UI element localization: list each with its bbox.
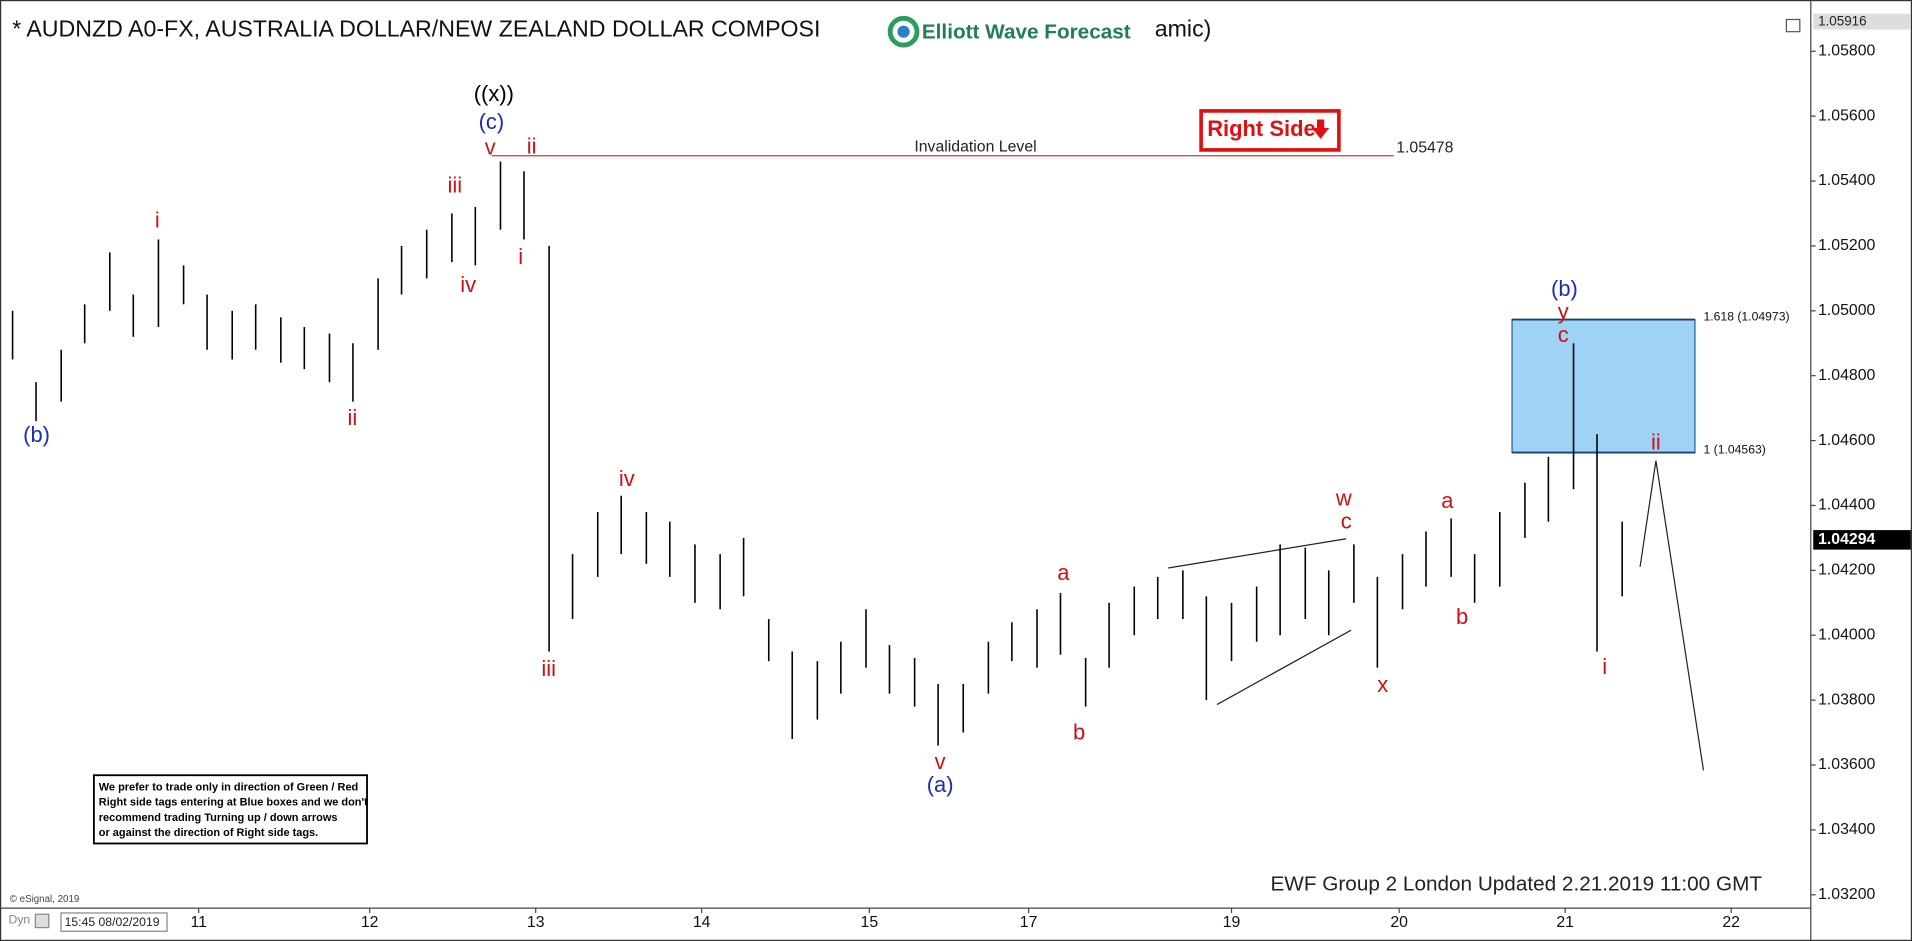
disclaimer-line: We prefer to trade only in direction of … [99, 781, 358, 793]
start-time: 15:45 08/02/2019 [65, 915, 160, 929]
x-tick-label: 12 [361, 914, 379, 931]
x-tick-label: 20 [1390, 914, 1408, 931]
y-tick-label: 1.03400 [1818, 821, 1875, 838]
x-tick-label: 22 [1722, 914, 1740, 931]
high-tag: 1.05916 [1818, 14, 1866, 29]
invalidation-label: Invalidation Level [914, 138, 1036, 155]
right-side-tag: Right Side [1207, 116, 1315, 141]
wave-label: a [1057, 560, 1070, 585]
last-price-box [1813, 530, 1911, 550]
wave-label: ((x)) [474, 81, 514, 106]
y-tick-label: 1.03200 [1818, 886, 1875, 903]
wave-label: v [935, 749, 946, 774]
x-tick-label: 17 [1020, 914, 1038, 931]
x-tick-label: 14 [693, 914, 711, 931]
wave-label: (b) [1551, 276, 1578, 301]
wave-label: ii [527, 133, 537, 158]
wave-label: (b) [23, 422, 50, 447]
y-tick-label: 1.05800 [1818, 42, 1875, 59]
wave-label: c [1341, 509, 1352, 534]
wedge-line [1168, 538, 1347, 569]
wave-label: v [485, 135, 496, 160]
wave-label: b [1456, 604, 1468, 629]
y-tick-label: 1.05000 [1818, 302, 1875, 319]
mode: Dyn [9, 912, 31, 926]
logo [897, 25, 910, 38]
chart-title: * AUDNZD A0-FX, AUSTRALIA DOLLAR/NEW ZEA… [12, 16, 820, 42]
disclaimer-box [92, 774, 368, 845]
time-box [60, 912, 168, 932]
wave-label: b [1073, 720, 1085, 745]
y-tick-label: 1.04400 [1818, 497, 1875, 514]
last-price: 1.04294 [1818, 531, 1875, 548]
x-tick-label: 21 [1556, 914, 1574, 931]
wave-label: iii [541, 656, 556, 681]
invalidation-value: 1.05478 [1396, 140, 1453, 157]
wave-label: ii [348, 405, 358, 430]
wave-label: i [1602, 654, 1607, 679]
x-tick-label: 11 [190, 914, 207, 931]
mode-icon [34, 913, 50, 929]
wave-label: c [1558, 322, 1569, 347]
wave-label: ii [1651, 429, 1661, 454]
disclaimer-line: or against the direction of Right side t… [99, 827, 318, 839]
wave-label: iii [448, 172, 463, 197]
disclaimer-line: Right side tags entering at Blue boxes a… [99, 797, 368, 809]
wave-label: (c) [479, 109, 505, 134]
wave-label: x [1377, 672, 1388, 697]
projection-path [1639, 460, 1705, 771]
x-tick-label: 19 [1223, 914, 1241, 931]
y-tick-label: 1.05200 [1818, 237, 1875, 254]
x-tick-label: 13 [527, 914, 545, 931]
wave-label: y [1558, 299, 1569, 324]
wave-label: (a) [927, 772, 954, 797]
wave-label: a [1441, 488, 1454, 513]
x-tick-label: 15 [861, 914, 879, 931]
y-tick-label: 1.03800 [1818, 691, 1875, 708]
y-tick-label: 1.04800 [1818, 367, 1875, 384]
wave-label: iv [619, 466, 635, 491]
footer: EWF Group 2 London Updated 2.21.2019 11:… [1270, 872, 1762, 895]
high-tag-box [1813, 13, 1911, 30]
fib-box [1511, 318, 1696, 454]
chart-title-tail: amic) [1155, 16, 1212, 42]
wave-label: w [1335, 486, 1352, 511]
logo [887, 15, 920, 48]
y-tick-label: 1.03600 [1818, 756, 1875, 773]
disclaimer-line: recommend trading Turning up / down arro… [99, 812, 338, 824]
y-tick-label: 1.05400 [1818, 172, 1875, 189]
fib-label: 1 (1.04563) [1703, 442, 1765, 456]
y-tick-label: 1.04000 [1818, 626, 1875, 643]
logo-text: Elliott Wave Forecast [922, 20, 1131, 43]
wave-label: i [155, 208, 160, 233]
y-tick-label: 1.04600 [1818, 432, 1875, 449]
window-icon [1785, 18, 1801, 33]
wave-label: iv [460, 272, 476, 297]
fib-label: 1.618 (1.04973) [1703, 309, 1789, 323]
copyright: © eSignal, 2019 [10, 894, 80, 905]
y-tick-label: 1.05600 [1818, 107, 1875, 124]
wedge-line [1216, 629, 1352, 706]
right-side-arrow [1312, 119, 1330, 139]
y-tick-label: 1.04200 [1818, 562, 1875, 579]
wave-label: i [518, 244, 523, 269]
